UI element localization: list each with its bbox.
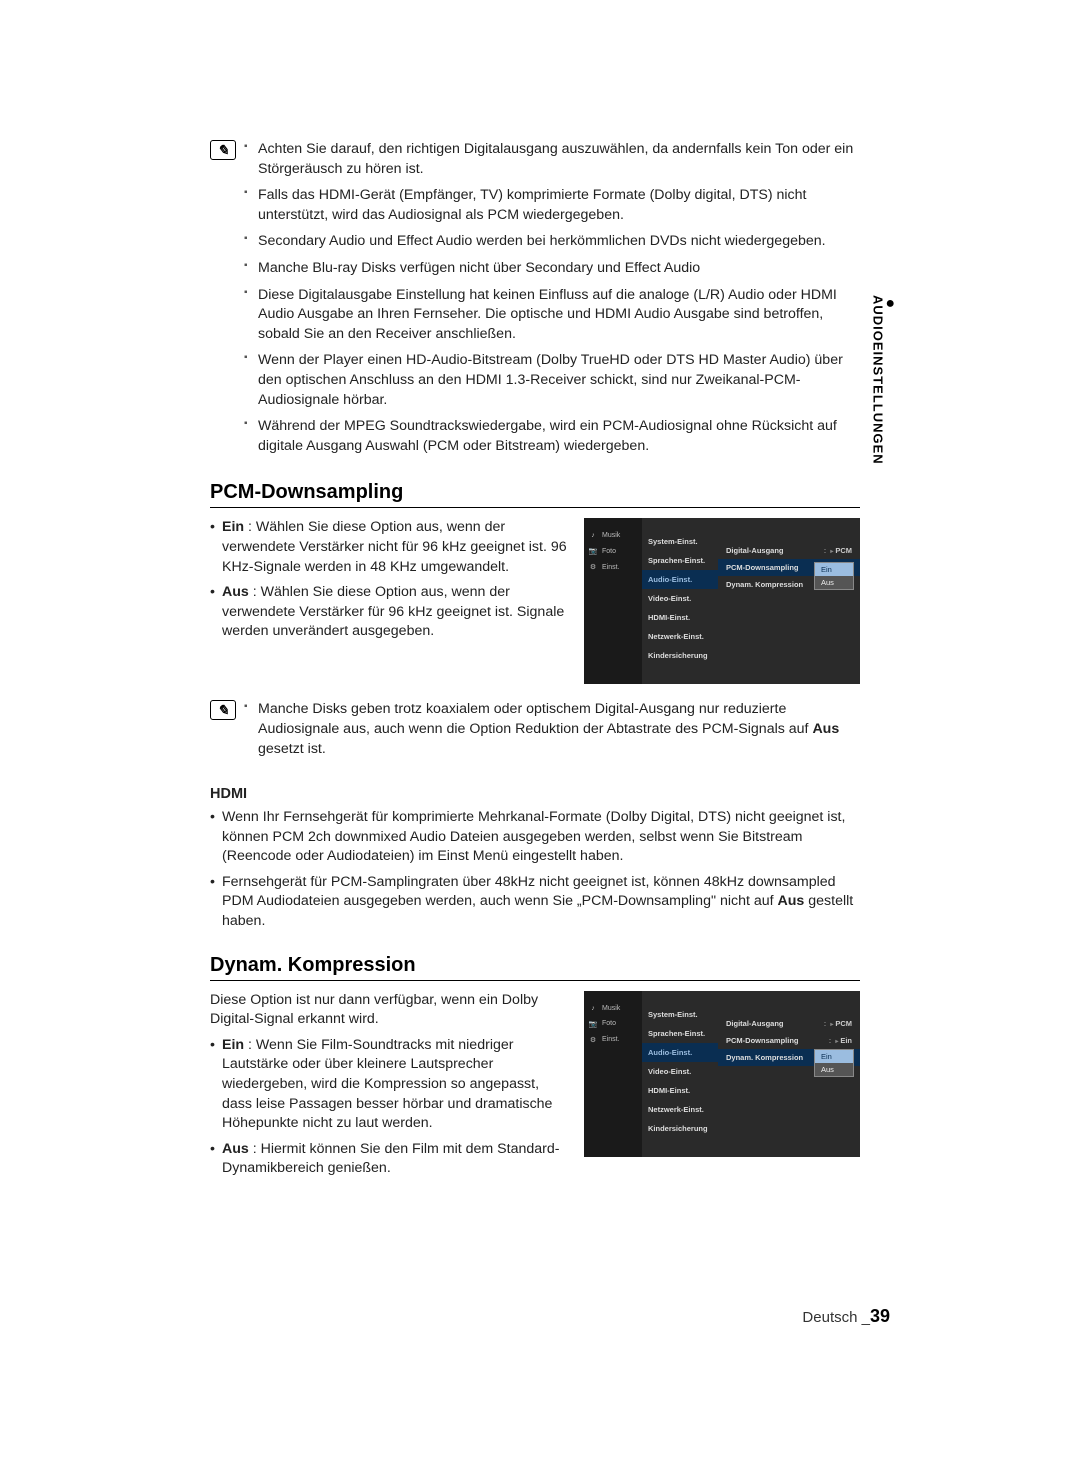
settings-screenshot-dynam: ♪Musik📷Foto⚙Einst.System-Einst.Sprachen-… (584, 991, 860, 1157)
hdmi-b2-bold: Aus (778, 893, 805, 909)
note-list: Manche Disks geben trotz koaxialem oder … (244, 700, 860, 766)
pcm-aus: Aus : Wählen Sie diese Option aus, wenn … (210, 583, 570, 642)
settings-leftnav-item: ⚙Einst. (584, 1032, 642, 1048)
dropdown-option: Aus (815, 576, 853, 589)
settings-midnav-item: Audio-Einst. (642, 1043, 718, 1062)
pcm-body-row: Ein : Wählen Sie diese Option aus, wenn … (210, 518, 860, 684)
settings-midnav-item: Audio-Einst. (642, 570, 718, 589)
settings-leftnav-item: ♪Musik (584, 1001, 642, 1016)
dynam-aus: Aus : Hiermit können Sie den Film mit de… (210, 1140, 570, 1179)
pcm-aus-label: Aus (222, 584, 249, 600)
page-footer: Deutsch _39 (802, 1306, 890, 1327)
settings-midnav-item: Sprachen-Einst. (642, 551, 718, 570)
settings-row: Digital-Ausgang: PCM (718, 542, 860, 559)
dynam-ein: Ein : Wenn Sie Film-Soundtracks mit nied… (210, 1036, 570, 1134)
note-block-2: ✎ Manche Disks geben trotz koaxialem ode… (210, 700, 860, 766)
dynam-aus-label: Aus (222, 1141, 249, 1157)
footer-page-number: 39 (870, 1306, 890, 1326)
settings-leftnav-item: 📷Foto (584, 543, 642, 559)
pcm-ein: Ein : Wählen Sie diese Option aus, wenn … (210, 518, 570, 577)
settings-midnav-item: Kindersicherung (642, 646, 718, 665)
note-item: Secondary Audio und Effect Audio werden … (244, 232, 860, 252)
footer-lang: Deutsch _ (802, 1309, 870, 1326)
note-list: Achten Sie darauf, den richtigen Digital… (244, 140, 860, 463)
note2-bold: Aus (812, 721, 839, 737)
dynam-aus-text: : Hiermit können Sie den Film mit dem St… (222, 1141, 559, 1177)
pcm-title: PCM-Downsampling (210, 481, 860, 504)
dropdown-option: Ein (815, 563, 853, 576)
settings-dropdown: EinAus (814, 1049, 854, 1077)
note2-item: Manche Disks geben trotz koaxialem oder … (244, 700, 860, 759)
note-block: ✎ Achten Sie darauf, den richtigen Digit… (210, 140, 860, 463)
settings-leftnav-item: 📷Foto (584, 1016, 642, 1032)
settings-midnav-item: System-Einst. (642, 1005, 718, 1024)
dynam-intro: Diese Option ist nur dann verfügbar, wen… (210, 991, 570, 1030)
section-tab: ● AUDIOEINSTELLUNGEN (870, 295, 896, 465)
bullet-icon: ● (885, 295, 896, 313)
dynam-body-row: Diese Option ist nur dann verfügbar, wen… (210, 991, 860, 1185)
hdmi-block: HDMI Wenn Ihr Fernsehgerät für komprimie… (210, 784, 860, 932)
settings-screenshot-pcm: ♪Musik📷Foto⚙Einst.System-Einst.Sprachen-… (584, 518, 860, 684)
hdmi-title: HDMI (210, 784, 860, 804)
hdmi-bullet-2: Fernsehgerät für PCM-Samplingraten über … (210, 873, 860, 932)
settings-midnav-item: HDMI-Einst. (642, 608, 718, 627)
settings-midnav-item: HDMI-Einst. (642, 1081, 718, 1100)
settings-midnav-item: Kindersicherung (642, 1119, 718, 1138)
pcm-aus-text: : Wählen Sie diese Option aus, wenn der … (222, 584, 564, 639)
pcm-body-text: Ein : Wählen Sie diese Option aus, wenn … (210, 518, 570, 684)
section-tab-label: AUDIOEINSTELLUNGEN (870, 295, 885, 465)
settings-leftnav-item: ⚙Einst. (584, 559, 642, 575)
settings-row: PCM-Downsampling: Ein (718, 1032, 860, 1049)
note-item: Wenn der Player einen HD-Audio-Bitstream… (244, 351, 860, 410)
hdmi-bullet-1: Wenn Ihr Fernsehgerät für komprimierte M… (210, 808, 860, 867)
pcm-ein-label: Ein (222, 519, 244, 535)
dynam-ein-text: : Wenn Sie Film-Soundtracks mit niedrige… (222, 1037, 552, 1131)
note-item: Manche Blu-ray Disks verfügen nicht über… (244, 259, 860, 279)
settings-midnav-item: System-Einst. (642, 532, 718, 551)
dynam-title: Dynam. Kompression (210, 954, 860, 977)
hdmi-b2-pre: Fernsehgerät für PCM-Samplingraten über … (222, 874, 836, 910)
settings-midnav-item: Video-Einst. (642, 589, 718, 608)
note2-post: gesetzt ist. (258, 741, 326, 757)
settings-midnav-item: Netzwerk-Einst. (642, 1100, 718, 1119)
page-content: ✎ Achten Sie darauf, den richtigen Digit… (210, 140, 860, 1195)
dropdown-option: Ein (815, 1050, 853, 1063)
settings-row: Digital-Ausgang: PCM (718, 1015, 860, 1032)
settings-midnav-item: Sprachen-Einst. (642, 1024, 718, 1043)
settings-dropdown: EinAus (814, 562, 854, 590)
settings-leftnav-item: ♪Musik (584, 528, 642, 543)
section-rule (210, 507, 860, 508)
dynam-ein-label: Ein (222, 1037, 244, 1053)
settings-midnav-item: Video-Einst. (642, 1062, 718, 1081)
section-rule (210, 980, 860, 981)
dynam-body-text: Diese Option ist nur dann verfügbar, wen… (210, 991, 570, 1185)
note-icon: ✎ (210, 700, 236, 720)
note-item: Falls das HDMI-Gerät (Empfänger, TV) kom… (244, 186, 860, 225)
note-item: Achten Sie darauf, den richtigen Digital… (244, 140, 860, 179)
note-item: Diese Digitalausgabe Einstellung hat kei… (244, 286, 860, 345)
note-icon: ✎ (210, 140, 236, 160)
note2-pre: Manche Disks geben trotz koaxialem oder … (258, 701, 812, 737)
settings-midnav-item: Netzwerk-Einst. (642, 627, 718, 646)
dropdown-option: Aus (815, 1063, 853, 1076)
pcm-ein-text: : Wählen Sie diese Option aus, wenn der … (222, 519, 567, 574)
note-item: Während der MPEG Soundtrackswiedergabe, … (244, 417, 860, 456)
